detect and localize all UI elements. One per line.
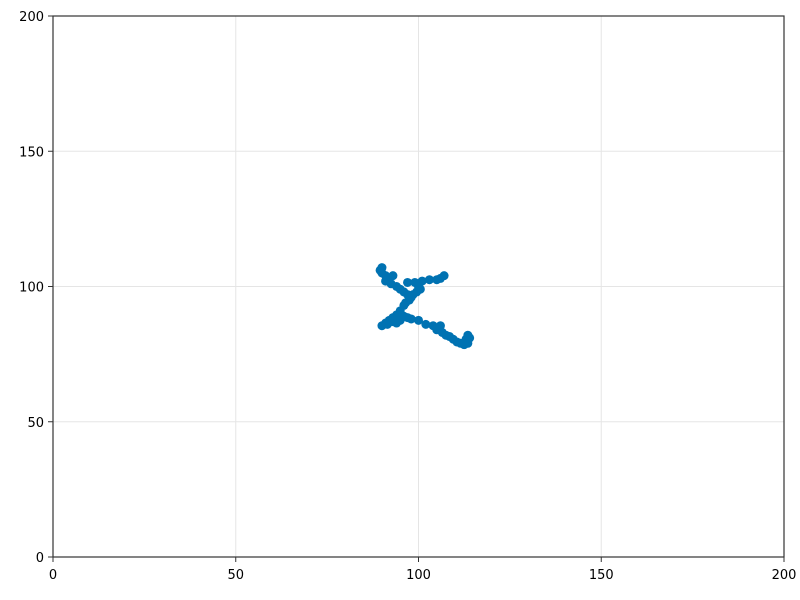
data-points	[375, 263, 475, 350]
y-tick-label: 0	[36, 551, 44, 566]
y-tick-labels: 0 50 100 150 200	[19, 10, 44, 566]
data-point	[404, 292, 414, 302]
y-tick-label: 100	[19, 281, 44, 296]
x-tick-label: 50	[227, 568, 244, 583]
x-tick-label: 200	[772, 568, 797, 583]
x-tick-labels: 0 50 100 150 200	[49, 568, 797, 583]
data-point	[435, 321, 445, 331]
data-point	[439, 271, 449, 281]
data-point	[403, 277, 413, 287]
y-tick-label: 150	[19, 145, 44, 160]
x-tick-label: 100	[406, 568, 431, 583]
y-tick-label: 50	[27, 416, 44, 431]
x-tick-label: 0	[49, 568, 57, 583]
y-tick-label: 200	[19, 10, 44, 25]
data-point	[463, 330, 473, 340]
data-point	[406, 314, 416, 324]
data-point	[414, 315, 423, 325]
axis-ticks	[48, 15, 785, 562]
data-point	[424, 275, 434, 285]
data-point	[421, 319, 431, 329]
x-tick-label: 150	[589, 568, 614, 583]
data-point	[388, 271, 398, 281]
